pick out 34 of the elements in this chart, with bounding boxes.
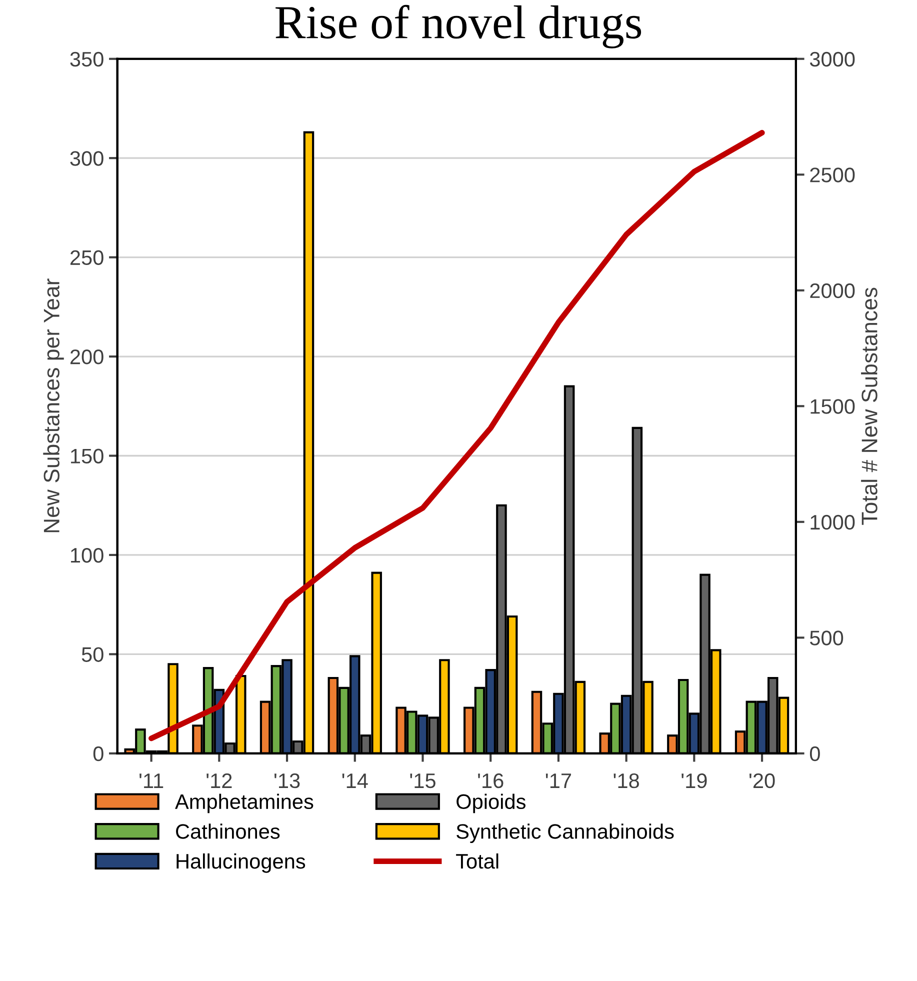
- legend-label: Total: [456, 853, 498, 869]
- legend-label: Hallucinogens: [176, 853, 306, 873]
- x-tick-label: '14: [342, 774, 368, 788]
- y2-tick-label: 2500: [810, 168, 855, 182]
- y2-tick-label: 3000: [810, 52, 855, 67]
- x-tick-label: '15: [410, 774, 436, 788]
- x-tick-label: '13: [274, 773, 300, 788]
- legend-label: Amphetamines: [175, 794, 314, 814]
- x-tick-label: '11: [140, 774, 164, 788]
- x-tick-label: '12: [206, 773, 232, 788]
- y-tick-label: 150: [71, 448, 104, 464]
- y-tick-label: 350: [70, 52, 104, 67]
- chart-title: Rise of novel drugs: [276, 4, 642, 48]
- x-tick-label: '17: [546, 774, 571, 788]
- y-tick-label: 50: [82, 647, 104, 662]
- x-tick-label: '19: [682, 773, 707, 788]
- y-tick-label: 100: [71, 548, 104, 563]
- y-tick-label: 300: [70, 151, 104, 166]
- x-tick-label: '20: [750, 773, 775, 788]
- y2-tick-label: 1000: [810, 514, 855, 530]
- y-tick-label: 200: [70, 350, 104, 364]
- x-tick-label: '18: [614, 773, 639, 788]
- y2-tick-label: 500: [810, 630, 844, 646]
- y-tick-label: 250: [70, 250, 104, 266]
- legend-label: Cathinones: [176, 824, 280, 839]
- legend-label: Opioids: [456, 794, 526, 814]
- y2-tick-label: 0: [810, 746, 820, 762]
- y2-axis-title: Total # New Substances: [861, 288, 878, 525]
- x-tick-label: '16: [478, 773, 504, 788]
- legend-label: Synthetic Cannabinoids: [456, 824, 674, 843]
- y-tick-label: 0: [93, 746, 104, 762]
- y-axis-title: New Substances per Year: [43, 278, 64, 532]
- y2-tick-label: 1500: [810, 399, 855, 414]
- y2-tick-label: 2000: [810, 283, 855, 298]
